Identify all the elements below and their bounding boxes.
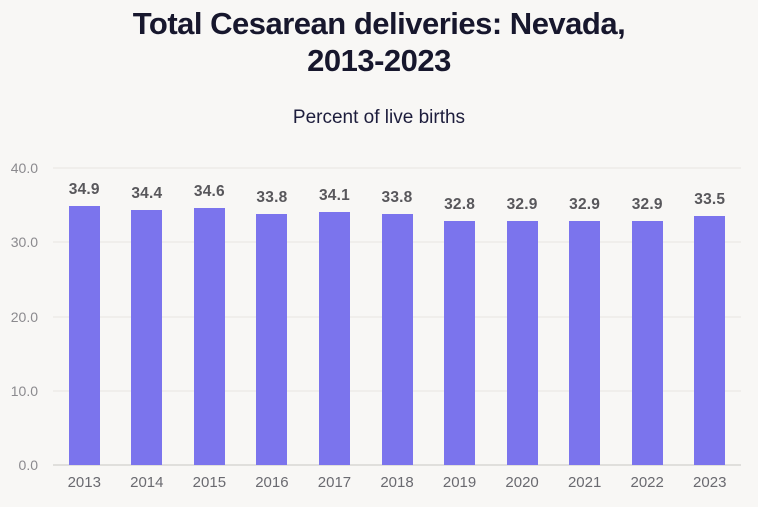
plot-area: 40.0 30.0 20.0 10.0 0.0 34.9 2013 34.4 2014 34.6 2… xyxy=(11,160,741,491)
bar-value-label: 32.9 xyxy=(569,195,601,213)
bar[interactable] xyxy=(381,214,413,465)
x-tick-label: 2018 xyxy=(380,474,414,491)
bar[interactable] xyxy=(569,220,601,465)
chart-subtitle: Percent of live births xyxy=(292,107,466,128)
bar-value-label: 34.1 xyxy=(318,186,350,204)
y-tick-label: 0.0 xyxy=(18,457,38,473)
bar-group: 32.8 2019 xyxy=(428,168,491,491)
x-tick-label: 2014 xyxy=(130,474,164,491)
bar[interactable] xyxy=(506,220,538,465)
bar-group: 32.9 2022 xyxy=(616,168,679,491)
x-tick-label: 2023 xyxy=(693,474,727,491)
bar-group: 34.1 2017 xyxy=(303,168,366,491)
x-tick-label: 2013 xyxy=(67,474,101,491)
bar[interactable] xyxy=(68,205,100,465)
bar-value-label: 33.5 xyxy=(694,191,726,209)
bar-value-label: 34.6 xyxy=(193,183,225,201)
x-tick-label: 2017 xyxy=(317,474,352,491)
x-tick-label: 2020 xyxy=(505,474,539,491)
bar[interactable] xyxy=(318,211,350,465)
bar[interactable] xyxy=(444,221,476,465)
bar-group: 32.9 2021 xyxy=(553,168,616,491)
bars-container: 34.9 2013 34.4 2014 34.6 2015 33.8 2016 34.1 2017… xyxy=(53,168,741,491)
bar[interactable] xyxy=(631,220,663,465)
bar-value-label: 32.9 xyxy=(631,195,663,213)
bar-group: 33.5 2023 xyxy=(678,168,741,491)
x-tick-label: 2022 xyxy=(630,474,664,491)
bar-value-label: 34.9 xyxy=(68,180,100,198)
x-tick-label: 2016 xyxy=(255,474,289,491)
bar-group: 34.4 2014 xyxy=(116,168,179,491)
bar[interactable] xyxy=(193,208,225,465)
x-tick-label: 2015 xyxy=(192,474,227,491)
gridline xyxy=(53,167,741,169)
bar-group: 32.9 2020 xyxy=(491,168,554,491)
bar-value-label: 33.8 xyxy=(256,189,288,207)
x-axis-line xyxy=(53,464,741,466)
x-tick-label: 2021 xyxy=(567,474,602,491)
y-tick-label: 30.0 xyxy=(10,234,38,251)
bar-group: 34.9 2013 xyxy=(53,168,116,491)
bar[interactable] xyxy=(131,209,163,465)
bar[interactable] xyxy=(694,216,726,465)
bar-group: 33.8 2018 xyxy=(366,168,429,491)
x-tick-label: 2019 xyxy=(442,474,477,491)
bar[interactable] xyxy=(256,214,288,465)
y-tick-label: 10.0 xyxy=(10,382,38,399)
bar-value-label: 33.8 xyxy=(381,189,413,207)
chart-title-text: Total Cesarean deliveries: Nevada, 2013-… xyxy=(132,6,626,78)
bar-value-label: 34.4 xyxy=(131,184,163,202)
bar-group: 33.8 2016 xyxy=(241,168,304,491)
bar-value-label: 32.8 xyxy=(444,196,476,214)
bar-value-label: 32.9 xyxy=(506,195,538,213)
chart-title: Total Cesarean deliveries: Nevada, 2013-… xyxy=(0,5,758,79)
bar-group: 34.6 2015 xyxy=(178,168,241,491)
y-tick-label: 20.0 xyxy=(10,308,38,325)
y-tick-label: 40.0 xyxy=(10,160,38,176)
